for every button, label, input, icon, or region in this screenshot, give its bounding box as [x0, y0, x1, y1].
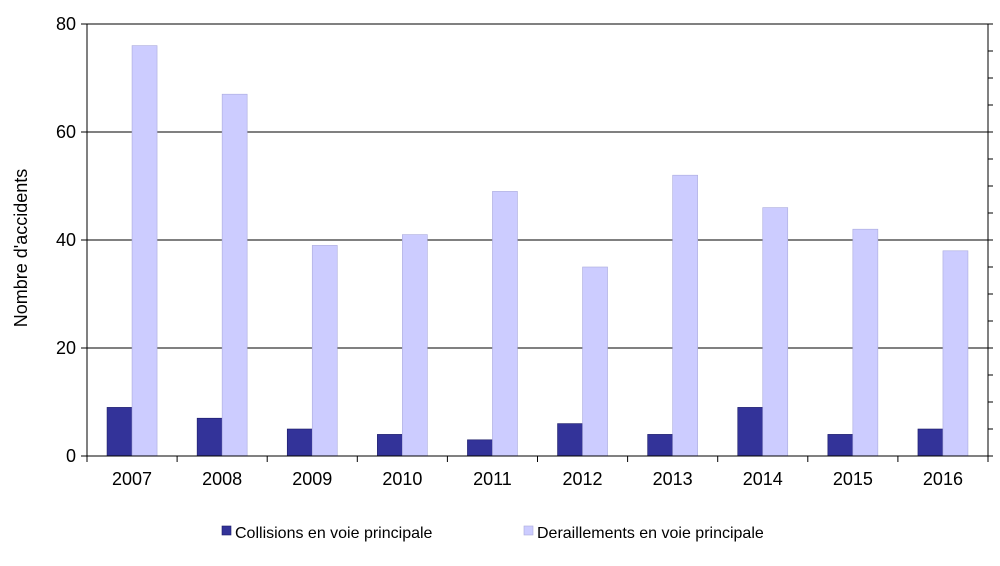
right-axis-ticks: [988, 23, 993, 457]
bar-deraillements-2008: [221, 93, 248, 457]
bar-collisions-2010: [377, 434, 403, 457]
bars: [106, 45, 969, 457]
bar-collisions-2013: [647, 434, 673, 457]
bar-collisions-2012: [557, 423, 583, 457]
bar-collisions-2011: [467, 439, 493, 457]
y-tick-label: 60: [56, 122, 76, 142]
y-tick-label: 80: [56, 14, 76, 34]
bar-deraillements-2016: [942, 250, 969, 457]
y-axis-ticks: 0 20 40 60 80: [56, 14, 87, 466]
bar-collisions-2016: [917, 428, 944, 457]
legend-label: Collisions en voie principale: [235, 525, 433, 542]
x-tick-label: 2016: [923, 469, 963, 489]
bar-collisions-2009: [286, 428, 313, 457]
x-tick-label: 2013: [653, 469, 693, 489]
x-tick-label: 2008: [202, 469, 242, 489]
legend-label: Deraillements en voie principale: [537, 525, 764, 542]
x-axis-ticks: 2007 2008 2009 2010 2011 2012 2013 2014 2015 2016: [86, 456, 989, 489]
x-tick-label: 2015: [833, 469, 873, 489]
x-tick-label: 2009: [292, 469, 332, 489]
bar-deraillements-2012: [582, 266, 608, 457]
x-tick-label: 2010: [382, 469, 422, 489]
bar-deraillements-2009: [311, 245, 338, 457]
y-axis-title: Nombre d'accidents: [11, 169, 31, 328]
x-tick-label: 2014: [743, 469, 783, 489]
y-tick-label: 20: [56, 338, 76, 358]
bar-deraillements-2015: [852, 228, 879, 457]
x-tick-label: 2007: [112, 469, 152, 489]
bar-collisions-2007: [106, 407, 133, 457]
bar-deraillements-2007: [131, 45, 158, 457]
legend-swatch: [523, 525, 534, 536]
bar-collisions-2008: [196, 417, 223, 457]
x-tick-label: 2011: [473, 469, 512, 489]
bar-collisions-2014: [737, 407, 764, 457]
bar-deraillements-2013: [672, 174, 698, 457]
legend: Collisions en voie principale Deraillemen…: [221, 525, 764, 542]
bar-deraillements-2011: [492, 191, 518, 457]
x-tick-label: 2012: [563, 469, 603, 489]
y-tick-label: 40: [56, 230, 76, 250]
bar-deraillements-2010: [402, 234, 428, 457]
legend-swatch: [221, 525, 232, 536]
y-tick-label: 0: [66, 446, 76, 466]
bar-deraillements-2014: [762, 207, 789, 457]
bar-collisions-2015: [827, 434, 854, 457]
